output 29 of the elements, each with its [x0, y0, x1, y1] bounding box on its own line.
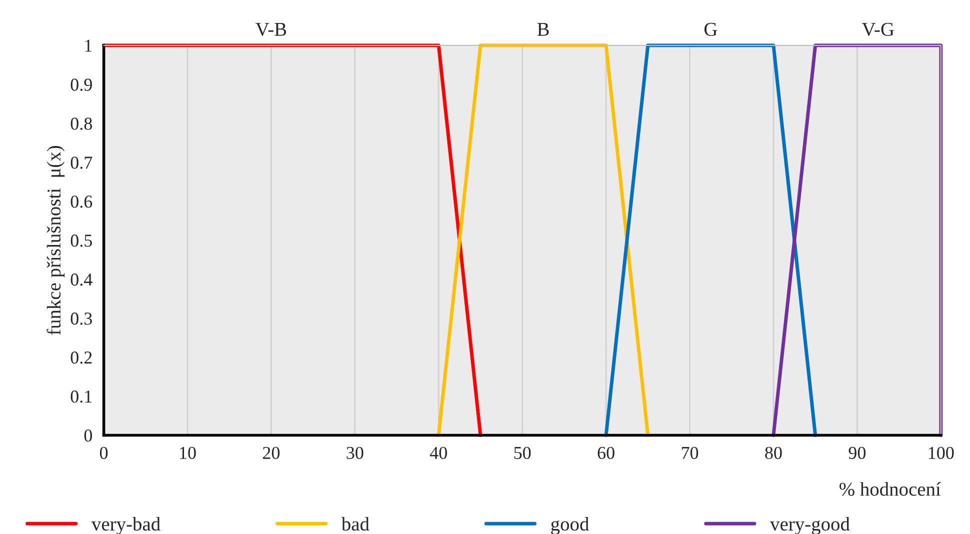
y-tick-label: 0.4	[70, 274, 92, 286]
annotation: G	[704, 22, 718, 36]
x-tick-label: 40	[430, 446, 447, 460]
y-tick-label: 0.5	[70, 234, 92, 247]
x-tick-label: 0	[100, 446, 108, 460]
x-tick-label: 80	[765, 446, 782, 460]
y-tick-label: 0.1	[70, 390, 92, 403]
x-tick-label: 50	[514, 446, 531, 460]
x-tick-label: 70	[682, 446, 698, 460]
y-tick-label: 0.2	[70, 352, 92, 364]
y-axis-title: funkce příslušnosti μ(x)	[46, 146, 65, 335]
y-tick-label: 0.9	[70, 78, 92, 91]
annotation: B	[537, 22, 549, 36]
x-tick-label: 20	[262, 446, 280, 460]
x-axis-title: % hodnocení	[840, 482, 941, 496]
y-tick-label: 0.3	[70, 312, 92, 325]
x-tick-label: 10	[180, 446, 196, 460]
y-tick-label: 0.7	[70, 156, 92, 169]
y-tick-label: 0.6	[70, 196, 92, 208]
x-tick-label: 30	[346, 446, 364, 460]
y-tick-label: 1	[85, 40, 92, 52]
x-tick-label: 90	[848, 446, 866, 460]
x-tick-label: 100	[928, 446, 954, 460]
x-tick-label: 60	[598, 446, 614, 460]
annotation: V-B	[256, 22, 286, 36]
annotation: V-G	[862, 22, 894, 36]
y-tick-label: 0.8	[70, 118, 92, 130]
legend-label: bad	[341, 516, 370, 531]
y-tick-label: 0	[84, 429, 92, 442]
